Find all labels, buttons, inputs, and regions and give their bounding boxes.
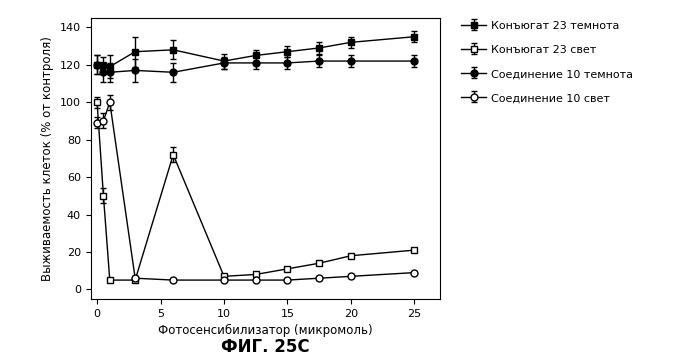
X-axis label: Фотосенсибилизатор (микромоль): Фотосенсибилизатор (микромоль) [158, 324, 373, 337]
Text: ФИГ. 25C: ФИГ. 25C [221, 338, 309, 356]
Legend: Конъюгат 23 темнота, Конъюгат 23 свет, Соединение 10 темнота, Соединение 10 свет: Конъюгат 23 темнота, Конъюгат 23 свет, С… [459, 18, 636, 105]
Y-axis label: Выживаемость клеток (% от контроля): Выживаемость клеток (% от контроля) [41, 36, 54, 281]
